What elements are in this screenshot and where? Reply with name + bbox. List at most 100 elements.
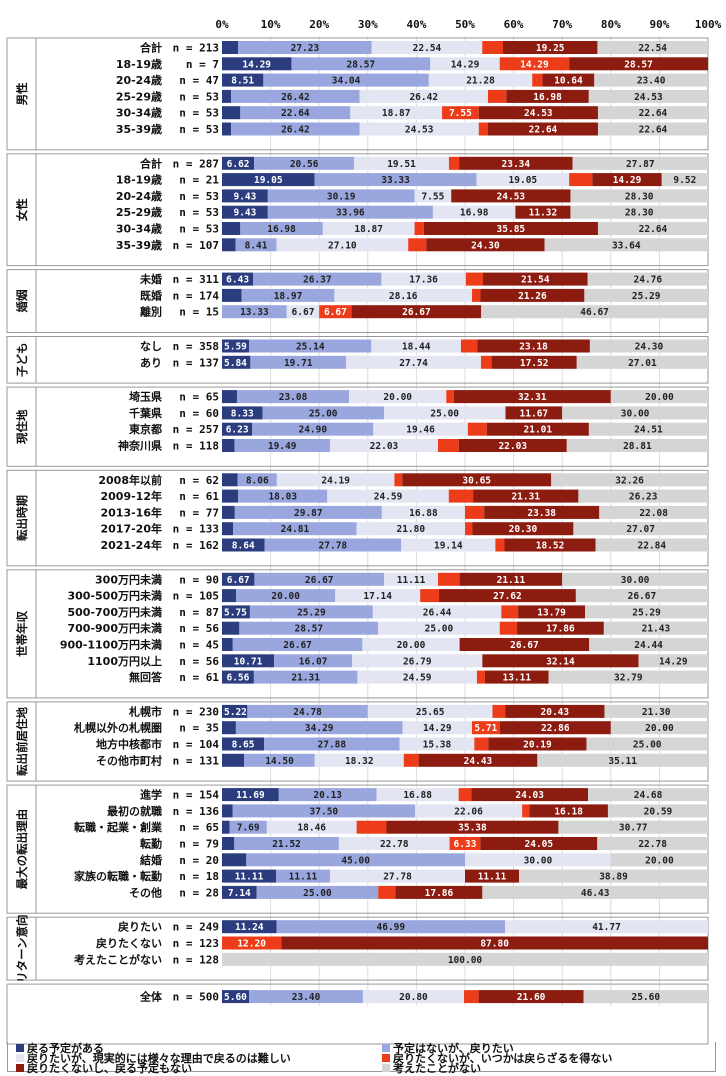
row-label: 進学 — [140, 788, 162, 802]
bar-value-label: 24.51 — [634, 425, 663, 436]
bar-segment-4 — [480, 355, 492, 369]
bar-value-label: 16.88 — [409, 508, 438, 519]
bar-value-label: 11.11 — [289, 872, 318, 883]
bar-segment-1 — [222, 638, 233, 651]
bar-value-label: 20.19 — [523, 740, 552, 751]
bar-segment-6 — [573, 522, 708, 536]
bar-value-label: 87.80 — [480, 939, 509, 950]
row-label: 18-19歳 — [116, 173, 162, 187]
bar-value-label: 22.78 — [638, 839, 667, 850]
row-n: n = 118 — [173, 440, 219, 453]
bar-segment-6 — [482, 885, 708, 899]
bar-segment-1 — [222, 473, 238, 487]
row-n: n = 47 — [179, 74, 219, 87]
bar-segment-4 — [356, 820, 387, 834]
bar-value-label: 26.42 — [409, 92, 438, 103]
bar-value-label: 28.57 — [294, 624, 323, 635]
bar-segment-2 — [254, 156, 355, 170]
bar-segment-5 — [453, 390, 611, 404]
row-n: n = 53 — [179, 223, 219, 236]
bar-segment-3 — [371, 41, 483, 54]
bar-segment-3 — [352, 654, 483, 668]
bar-value-label: 30.00 — [621, 575, 650, 586]
row-n: n = 213 — [173, 42, 219, 55]
bar-segment-5 — [281, 936, 708, 950]
row-label: なし — [140, 340, 162, 353]
bar-segment-5 — [418, 753, 538, 767]
bar-value-label: 26.44 — [423, 607, 452, 618]
row-n: n = 7 — [186, 58, 219, 71]
group-name: 最大の転出理由 — [15, 809, 29, 890]
bar-segment-4 — [438, 572, 460, 586]
bar-value-label: 8.06 — [246, 475, 269, 486]
bar-segment-4 — [492, 704, 506, 718]
row-n: n = 136 — [173, 805, 220, 818]
bar-segment-5 — [484, 670, 549, 684]
legend-swatch — [16, 1044, 24, 1052]
bar-value-label: 11.69 — [236, 790, 265, 801]
bar-value-label: 35.11 — [608, 756, 637, 767]
row-label: 20-24歳 — [116, 189, 162, 203]
row-label: 戻りたい — [117, 920, 162, 934]
bar-segment-1 — [222, 853, 247, 867]
bar-segment-3 — [350, 106, 443, 120]
bar-value-label: 18.44 — [402, 342, 431, 353]
bar-segment-3 — [414, 804, 523, 818]
bar-segment-2 — [249, 605, 373, 619]
bar-segment-3 — [384, 572, 439, 586]
bar-value-label: 16.98 — [533, 92, 562, 103]
bar-value-label: 24.78 — [293, 707, 322, 718]
bar-segment-5 — [478, 990, 584, 1004]
bar-segment-4 — [437, 439, 459, 452]
bar-segment-4 — [448, 156, 460, 170]
bar-segment-3 — [465, 853, 611, 867]
bar-segment-1 — [222, 156, 255, 170]
row-label: その他 — [129, 885, 162, 899]
bar-value-label: 24.19 — [321, 475, 350, 486]
row-label: 札幌市 — [128, 704, 162, 718]
bar-segment-3 — [362, 990, 465, 1004]
bar-value-label: 29.87 — [294, 508, 323, 519]
bar-value-label: 17.52 — [520, 358, 549, 369]
bar-value-label: 24.59 — [403, 673, 432, 684]
bar-value-label: 25.60 — [631, 992, 660, 1003]
bar-segment-3 — [356, 522, 465, 536]
bar-segment-4 — [448, 489, 474, 503]
bar-segment-5 — [473, 489, 579, 503]
bar-segment-5 — [488, 737, 587, 751]
bar-value-label: 26.67 — [402, 307, 431, 318]
bar-value-label: 24.59 — [374, 492, 403, 503]
row-label: 20-24歳 — [116, 73, 162, 87]
bar-segment-6 — [597, 222, 708, 235]
bar-value-label: 32.79 — [614, 673, 643, 684]
bar-value-label: 16.98 — [267, 224, 296, 235]
bar-value-label: 21.54 — [521, 275, 550, 286]
bar-segment-5 — [503, 41, 598, 54]
row-label: 700-900万円未満 — [68, 621, 163, 635]
row-label: 戻りたくない — [95, 936, 162, 950]
bar-value-label: 16.18 — [554, 806, 583, 817]
bar-segment-2 — [278, 788, 377, 802]
bar-segment-3 — [504, 920, 708, 934]
bar-segment-4 — [474, 737, 489, 751]
bar-value-label: 45.00 — [341, 855, 370, 866]
bar-segment-6 — [589, 339, 708, 353]
bar-value-label: 27.07 — [626, 524, 655, 535]
bar-value-label: 20.56 — [290, 159, 319, 170]
row-n: n = 21 — [179, 174, 219, 187]
bar-value-label: 19.49 — [268, 441, 297, 452]
bar-segment-3 — [381, 505, 465, 519]
bar-value-label: 25.00 — [430, 408, 459, 419]
bar-segment-5 — [499, 721, 611, 735]
bar-segment-4 — [522, 804, 530, 818]
row-n: n = 53 — [179, 206, 219, 219]
bar-segment-5 — [505, 704, 605, 718]
bar-segment-6 — [481, 305, 708, 319]
bar-segment-3 — [371, 339, 461, 353]
row-n: n = 20 — [179, 854, 219, 867]
bar-segment-2 — [267, 189, 415, 203]
legend-label: 考えたことがない — [393, 1062, 481, 1075]
bar-segment-3 — [266, 820, 357, 834]
bar-value-label: 17.36 — [409, 275, 438, 286]
bar-segment-3 — [357, 670, 477, 684]
